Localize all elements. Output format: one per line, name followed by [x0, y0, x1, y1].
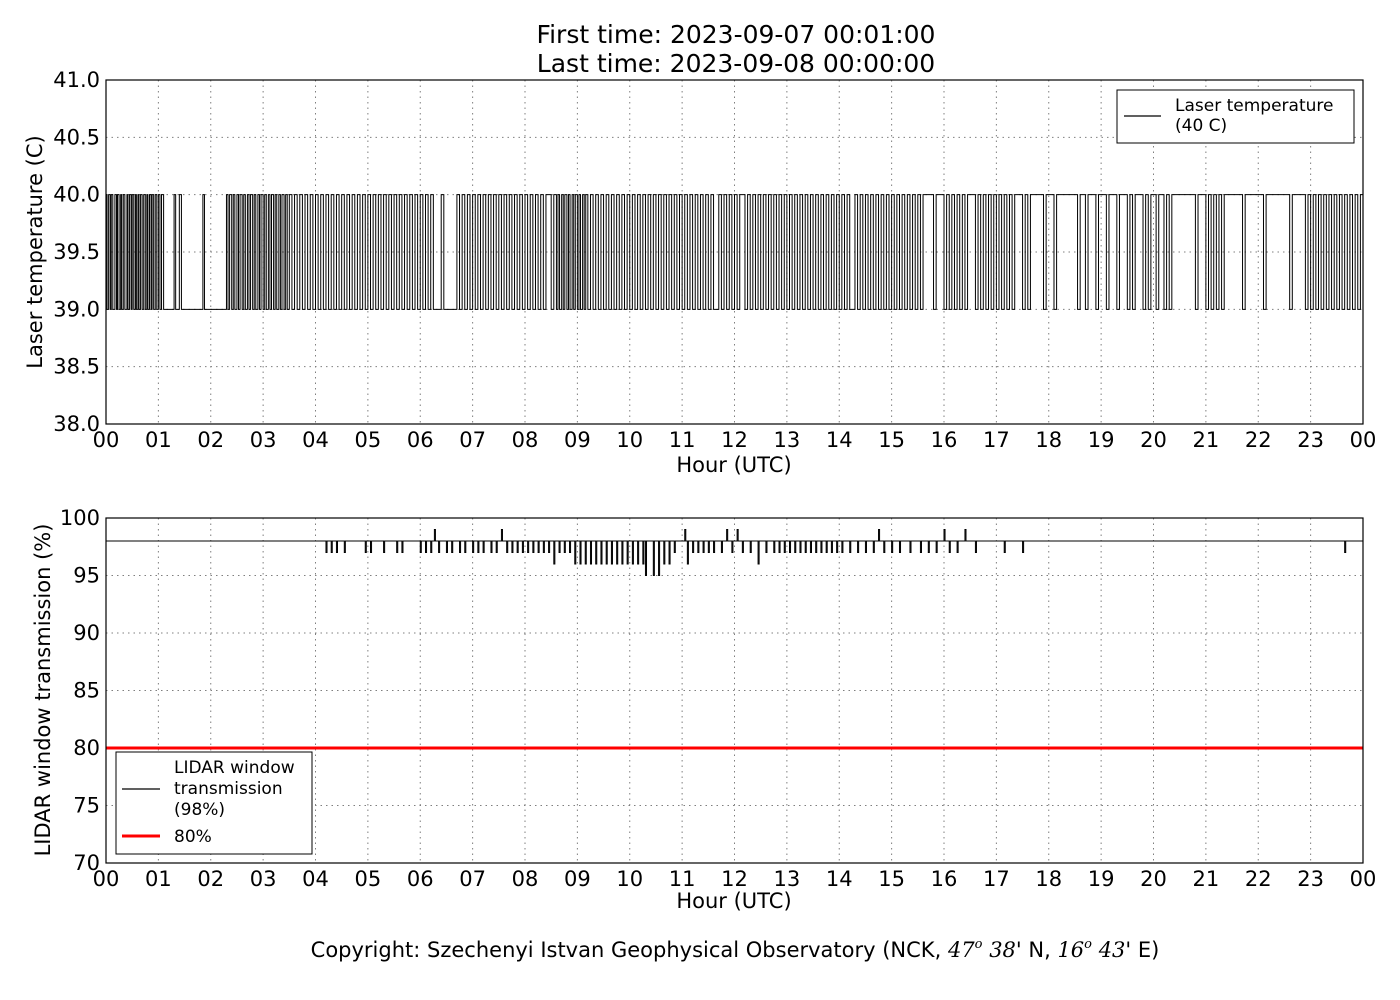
x-tick-label: 18 — [1035, 428, 1062, 452]
plot-frame — [105, 79, 1364, 425]
legend-label-lidar: LIDAR window transmission (98%) — [174, 758, 300, 820]
x-tick-label: 23 — [1297, 867, 1324, 891]
y-tick-label: 85 — [73, 679, 100, 703]
x-tick-label: 19 — [1088, 428, 1115, 452]
y-tick-labels: 70 75 80 85 90 95 100 — [60, 506, 100, 875]
x-tick-label: 13 — [774, 867, 801, 891]
chart-title-line1: First time: 2023-09-07 00:01:00 — [537, 20, 936, 49]
x-tick-label: 12 — [721, 428, 748, 452]
laser-temperature-series — [106, 194, 1363, 310]
copyright-footer: Copyright: Szechenyi Istvan Geophysical … — [311, 937, 1160, 962]
y-tick-labels: 38.0 38.5 39.0 39.5 40.0 40.5 41.0 — [53, 68, 100, 436]
x-tick-label: 00 — [93, 428, 120, 452]
x-tick-label: 05 — [355, 428, 382, 452]
x-tick-label: 06 — [407, 867, 434, 891]
x-tick-label: 23 — [1297, 428, 1324, 452]
x-tick-label: 20 — [1140, 867, 1167, 891]
legend: Laser temperature (40 C) — [1116, 89, 1355, 144]
x-tick-label: 11 — [669, 428, 696, 452]
x-tick-label: 06 — [407, 428, 434, 452]
x-tick-labels: 00 01 02 03 04 05 06 07 08 09 10 11 12 13 14 15 16 17 18 19… — [93, 867, 1377, 891]
x-tick-label: 08 — [512, 867, 539, 891]
y-tick-label: 41.0 — [53, 68, 100, 92]
chart-title-line2: Last time: 2023-09-08 00:00:00 — [537, 49, 935, 78]
x-tick-label: 04 — [302, 428, 329, 452]
x-tick-label: 01 — [145, 867, 172, 891]
y-tick-label: 90 — [73, 621, 100, 645]
x-tick-label: 00 — [1350, 867, 1377, 891]
laser-temperature-line — [106, 194, 1363, 310]
legend: LIDAR window transmission (98%) 80% — [115, 751, 313, 855]
x-tick-label: 19 — [1088, 867, 1115, 891]
x-tick-label: 00 — [93, 867, 120, 891]
x-tick-label: 16 — [931, 867, 958, 891]
y-tick-label: 100 — [60, 506, 100, 530]
x-tick-label: 09 — [564, 867, 591, 891]
y-tick-label: 70 — [73, 851, 100, 875]
x-tick-label: 21 — [1193, 867, 1220, 891]
x-tick-label: 11 — [669, 867, 696, 891]
x-tick-label: 09 — [564, 428, 591, 452]
x-tick-label: 18 — [1035, 867, 1062, 891]
x-tick-label: 05 — [355, 867, 382, 891]
legend-label-threshold: 80% — [174, 827, 212, 847]
x-tick-label: 03 — [250, 867, 277, 891]
y-axis-label: Laser temperature (C) — [23, 135, 47, 368]
y-axis-label: LIDAR window transmission (%) — [31, 524, 55, 857]
x-tick-labels: 00 01 02 03 04 05 06 07 08 09 10 11 12 13 14 15 16 17 18 19… — [93, 428, 1377, 452]
x-tick-label: 07 — [459, 428, 486, 452]
y-tick-label: 40.0 — [53, 183, 100, 207]
x-tick-label: 03 — [250, 428, 277, 452]
y-tick-label: 95 — [73, 564, 100, 588]
x-tick-label: 04 — [302, 867, 329, 891]
x-tick-label: 01 — [145, 428, 172, 452]
lidar-transmission-panel: 70 75 80 85 90 95 100 00 01 02 03 04 05 06 07 08 09 10 11… — [31, 506, 1376, 913]
x-tick-label: 00 — [1350, 428, 1377, 452]
y-tick-label: 38.0 — [53, 412, 100, 436]
y-tick-label: 40.5 — [53, 125, 100, 149]
x-tick-label: 15 — [878, 867, 905, 891]
x-tick-label: 20 — [1140, 428, 1167, 452]
lidar-transmission-line — [106, 529, 1363, 576]
y-tick-label: 75 — [73, 794, 100, 818]
lidar-transmission-series — [106, 529, 1363, 576]
legend-label-laser: Laser temperature (40 C) — [1175, 96, 1339, 136]
x-tick-label: 17 — [983, 867, 1010, 891]
y-tick-label: 38.5 — [53, 355, 100, 379]
x-tick-label: 13 — [774, 428, 801, 452]
x-tick-label: 08 — [512, 428, 539, 452]
x-tick-label: 12 — [721, 867, 748, 891]
x-axis-label: Hour (UTC) — [676, 453, 791, 477]
x-tick-label: 21 — [1193, 428, 1220, 452]
y-tick-label: 80 — [73, 736, 100, 760]
y-tick-label: 39.0 — [53, 297, 100, 321]
x-tick-label: 16 — [931, 428, 958, 452]
x-tick-label: 22 — [1245, 867, 1272, 891]
x-tick-label: 10 — [616, 867, 643, 891]
x-tick-label: 15 — [878, 428, 905, 452]
x-tick-label: 02 — [197, 867, 224, 891]
y-tick-label: 39.5 — [53, 240, 100, 264]
x-tick-label: 14 — [826, 428, 853, 452]
x-tick-label: 07 — [459, 867, 486, 891]
x-axis-label: Hour (UTC) — [676, 889, 791, 913]
x-tick-label: 22 — [1245, 428, 1272, 452]
x-tick-label: 10 — [616, 428, 643, 452]
plot-frame — [105, 517, 1364, 864]
x-tick-label: 17 — [983, 428, 1010, 452]
x-tick-label: 02 — [197, 428, 224, 452]
laser-temperature-panel: 38.038.539.039.540.040.541.0 00 01 02 03 04 0… — [23, 68, 1376, 477]
x-tick-label: 14 — [826, 867, 853, 891]
